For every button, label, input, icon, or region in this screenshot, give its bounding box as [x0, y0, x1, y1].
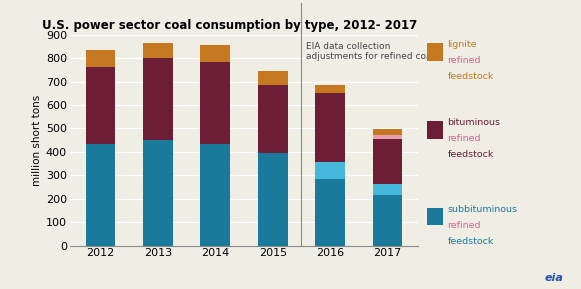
- Text: lignite: lignite: [447, 40, 477, 49]
- Text: U.S. power sector coal consumption by type, 2012- 2017: U.S. power sector coal consumption by ty…: [42, 19, 417, 32]
- Bar: [372, 135, 403, 140]
- Bar: [258, 71, 288, 85]
- Text: feedstock: feedstock: [447, 150, 494, 159]
- Text: feedstock: feedstock: [447, 72, 494, 81]
- Text: EIA data collection
adjustments for refined coal: EIA data collection adjustments for refi…: [306, 42, 434, 61]
- Bar: [143, 58, 173, 140]
- Bar: [315, 179, 345, 246]
- Text: eia: eia: [545, 273, 564, 283]
- Bar: [85, 68, 116, 144]
- Bar: [372, 184, 403, 194]
- Text: refined: refined: [447, 134, 481, 143]
- Text: subbituminous: subbituminous: [447, 205, 517, 214]
- Bar: [200, 45, 230, 62]
- Text: refined: refined: [447, 221, 481, 230]
- Bar: [200, 144, 230, 246]
- Bar: [315, 93, 345, 162]
- Bar: [372, 129, 403, 135]
- Bar: [85, 50, 116, 68]
- Bar: [315, 85, 345, 93]
- Bar: [143, 140, 173, 246]
- Bar: [258, 153, 288, 246]
- Text: bituminous: bituminous: [447, 118, 500, 127]
- Bar: [315, 162, 345, 179]
- Bar: [372, 140, 403, 184]
- Bar: [85, 144, 116, 246]
- Bar: [143, 43, 173, 58]
- Text: refined: refined: [447, 56, 481, 65]
- Bar: [200, 62, 230, 144]
- Text: feedstock: feedstock: [447, 237, 494, 246]
- Y-axis label: million short tons: million short tons: [31, 95, 42, 186]
- Bar: [372, 194, 403, 246]
- Bar: [258, 85, 288, 153]
